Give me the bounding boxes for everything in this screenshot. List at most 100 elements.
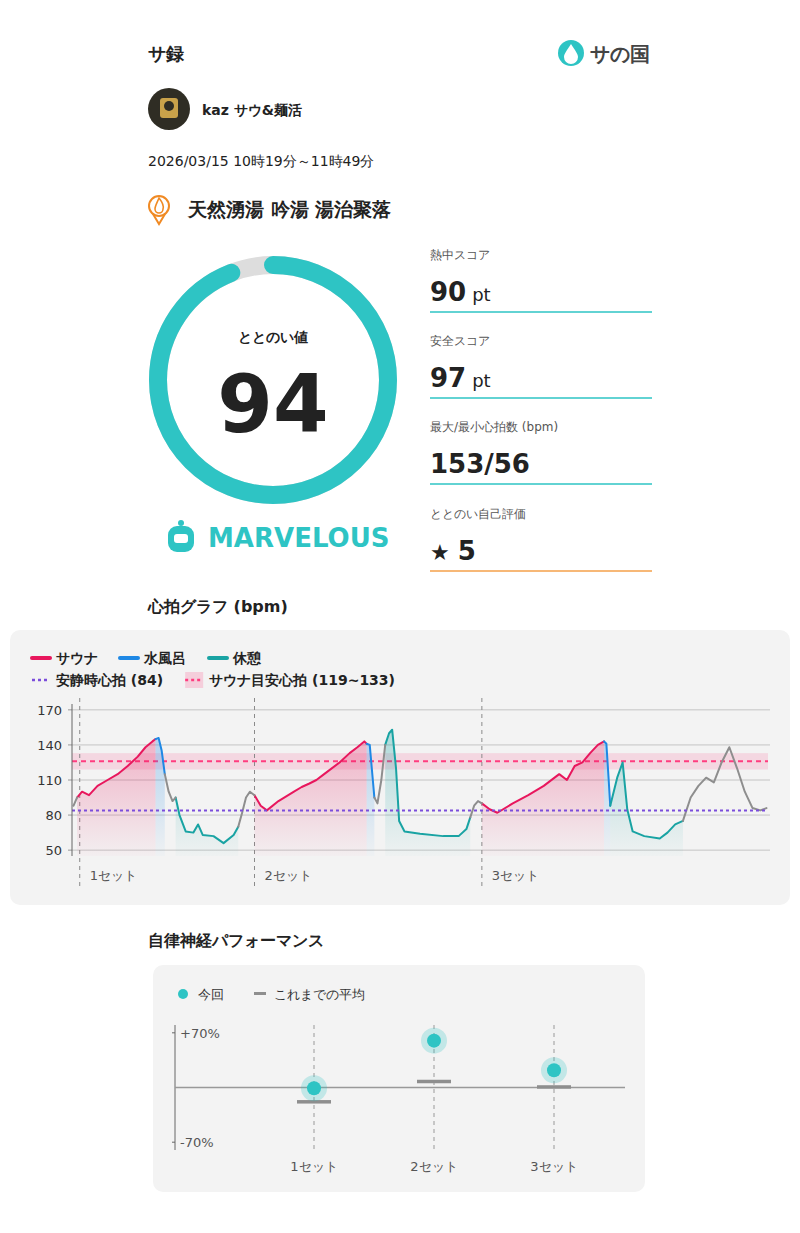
legend-label: 今回 (198, 987, 224, 1002)
set-divider (481, 698, 482, 886)
y-tick (172, 1032, 175, 1033)
brand-icon (558, 40, 584, 66)
page: サ録 サの国 kaz サウ&麺活 2026/03/15 10時19分～11時49分天然… (0, 0, 800, 1233)
y-tick-label: 170 (37, 703, 62, 718)
y-tick (172, 1142, 175, 1143)
stat-value: ★5 (430, 536, 476, 566)
rating-icon-top (178, 520, 184, 526)
legend-label: 水風呂 (143, 650, 186, 666)
series-line (77, 739, 604, 813)
legend-swatch (209, 656, 227, 660)
plot-area (74, 730, 767, 856)
legend-swatch (254, 992, 266, 995)
brand-drop (564, 44, 578, 64)
x-tick-label: 3セット (530, 1159, 577, 1174)
y-tick-label: 110 (37, 773, 62, 788)
y-tick (68, 850, 72, 851)
average-mark (537, 1085, 571, 1089)
set-label: 1セット (90, 868, 137, 883)
stat-value: 97 pt (430, 363, 491, 393)
legend-label: サウナ (56, 650, 98, 666)
average-mark (417, 1080, 451, 1084)
stat-number: 97 (430, 363, 466, 393)
stat-number: 90 (430, 277, 466, 307)
page-title: サ録 (148, 43, 184, 64)
chart-panel (153, 965, 645, 1192)
point (427, 1034, 441, 1048)
y-tick-label: 140 (37, 738, 62, 753)
legend-swatch (120, 656, 138, 660)
y-tick-label: -70% (180, 1135, 214, 1150)
facility-icon (149, 196, 169, 216)
chart-title: 心拍グラフ (bpm) (147, 597, 288, 616)
target-band-center (72, 760, 768, 762)
y-tick-label: +70% (180, 1026, 220, 1041)
y-tick (68, 780, 72, 781)
grid-line (72, 709, 770, 710)
point-halo (301, 1075, 327, 1101)
grid-line (72, 744, 770, 745)
set-divider (254, 698, 255, 886)
set-label: 3セット (492, 868, 539, 883)
facility-icon-flame (155, 198, 163, 213)
user-name: kaz サウ&麺活 (202, 102, 302, 118)
series-line (74, 745, 767, 827)
chart-panel (10, 630, 790, 905)
rating-icon (168, 526, 194, 552)
y-tick-label: 80 (45, 808, 62, 823)
gauge-value: 94 (217, 358, 328, 451)
legend-label: 休憩 (232, 650, 262, 666)
point-halo (421, 1028, 447, 1054)
target-band (72, 753, 768, 769)
stat-unit: pt (472, 370, 490, 391)
point (547, 1063, 561, 1077)
reference-line (72, 809, 768, 811)
series-line (176, 730, 683, 843)
legend-swatch-line (185, 679, 203, 682)
avatar-emblem-dot (164, 101, 174, 111)
point-halo (541, 1057, 567, 1083)
stat-number: 5 (458, 536, 476, 566)
gauge-track (158, 265, 388, 495)
stat-unit: pt (472, 284, 490, 305)
stat-value: 153/56 (430, 449, 530, 479)
plot-area (297, 1028, 571, 1104)
gauge-label: ととのい値 (238, 329, 308, 345)
facility-name: 天然湧湯 吟湯 湯治聚落 (187, 198, 391, 220)
point (307, 1081, 321, 1095)
stat-label: 安全スコア (430, 334, 490, 348)
legend-label: サウナ目安心拍 (119~133) (209, 672, 395, 688)
avatar-emblem (160, 98, 178, 118)
grid-line (72, 780, 770, 781)
chart-title: 自律神経パフォーマンス (148, 931, 324, 950)
brand-name: サの国 (590, 42, 650, 66)
gauge-arc (158, 265, 388, 495)
set-label: 2セット (265, 868, 312, 883)
rating: MARVELOUS (208, 523, 389, 553)
y-tick (68, 744, 72, 745)
session-datetime: 2026/03/15 10時19分～11時49分 (148, 153, 374, 169)
legend-swatch (32, 656, 50, 660)
stat-label: 最大/最小心拍数 (bpm) (430, 420, 558, 434)
stat-divider (430, 397, 652, 399)
stat-divider (430, 570, 652, 572)
avatar (148, 88, 190, 130)
stat-divider (430, 311, 652, 313)
stat-icon: ★ (430, 540, 450, 565)
set-divider (79, 698, 80, 886)
stat-divider (430, 483, 652, 485)
legend-swatch (32, 679, 50, 682)
facility-icon-pin (153, 214, 165, 224)
y-tick (68, 709, 72, 710)
rating-icon-face (174, 534, 188, 543)
legend-swatch (185, 672, 203, 688)
legend-label: 安静時心拍 (84) (56, 672, 163, 688)
y-tick (68, 815, 72, 816)
legend-swatch (178, 989, 188, 999)
stat-number: 153/56 (430, 449, 530, 479)
stat-label: 熱中スコア (430, 248, 490, 262)
series-area (156, 738, 611, 856)
x-tick-label: 2セット (410, 1159, 457, 1174)
x-tick-label: 1セット (290, 1159, 337, 1174)
stat-value: 90 pt (430, 277, 491, 307)
